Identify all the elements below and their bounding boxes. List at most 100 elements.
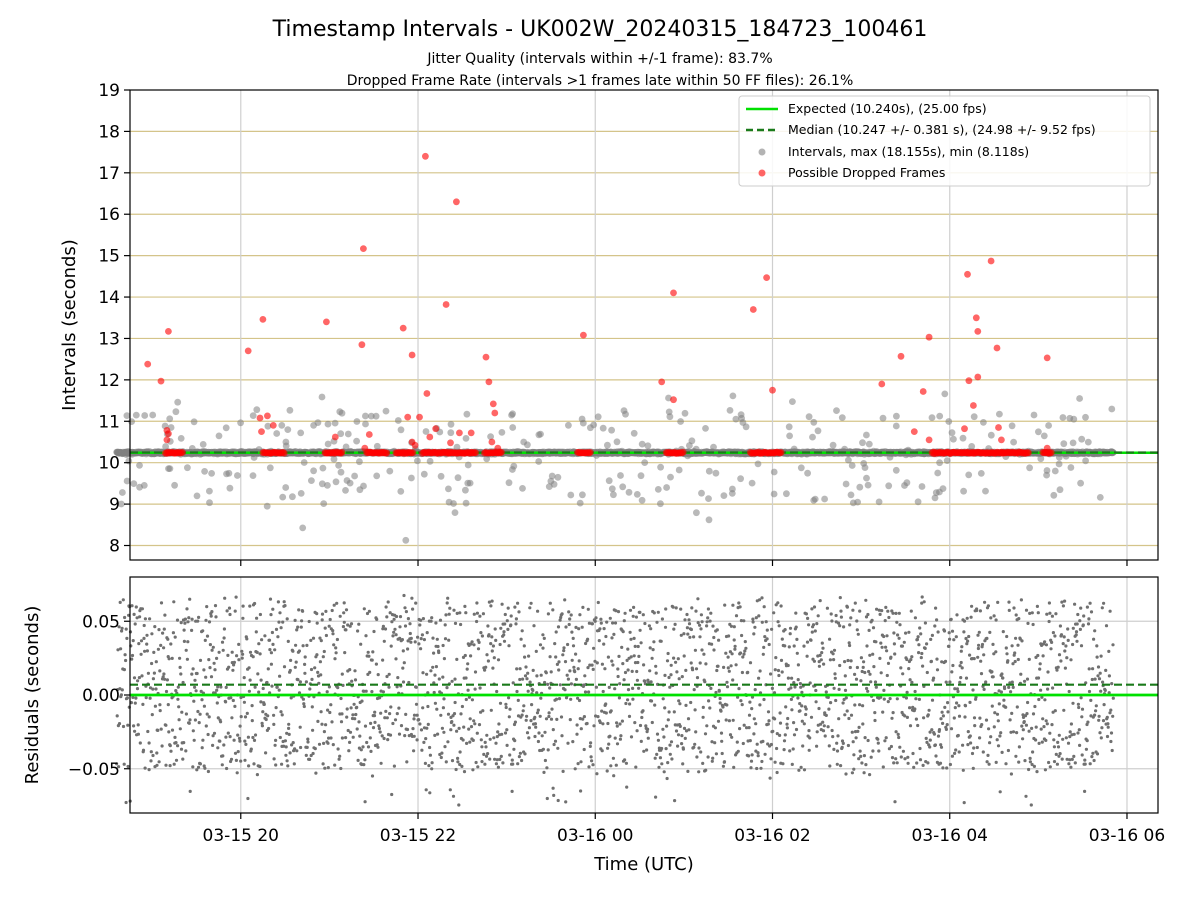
residual-point — [287, 726, 291, 731]
interval-point — [864, 481, 872, 489]
legend: Expected (10.240s), (25.00 fps) Median (… — [738, 95, 1151, 187]
residual-point — [156, 647, 160, 651]
residual-point — [279, 710, 283, 714]
residual-point — [566, 677, 571, 681]
residual-point — [634, 765, 638, 769]
residual-point — [252, 738, 257, 743]
interval-point — [810, 418, 818, 426]
residual-point — [483, 762, 487, 766]
residual-point — [177, 718, 181, 722]
interval-point — [865, 440, 873, 448]
residual-point — [646, 727, 650, 731]
residual-point — [533, 734, 537, 739]
residual-point — [287, 722, 291, 726]
residual-point — [595, 772, 599, 776]
interval-point — [356, 458, 363, 466]
residual-point — [421, 617, 425, 621]
interval-point — [324, 440, 332, 448]
residual-point — [180, 710, 184, 714]
interval-point — [373, 442, 381, 450]
residual-point — [540, 734, 544, 738]
residual-point — [588, 744, 592, 749]
residual-point — [574, 677, 579, 682]
residual-point — [235, 771, 239, 775]
residual-point — [684, 668, 688, 673]
residual-point — [309, 667, 314, 672]
residual-point — [564, 800, 568, 804]
residual-point — [149, 750, 153, 754]
residual-point — [286, 639, 290, 644]
residual-point — [582, 715, 587, 719]
residual-point — [404, 610, 408, 614]
residual-point — [179, 747, 184, 751]
residual-point — [674, 729, 679, 733]
residual-point — [535, 711, 540, 715]
residual-point — [551, 608, 555, 612]
residual-point — [130, 604, 134, 608]
residual-point — [506, 627, 510, 632]
residual-point — [516, 762, 520, 766]
residual-point — [731, 678, 735, 682]
residual-point — [505, 743, 509, 748]
interval-point — [249, 472, 257, 479]
residual-point — [719, 709, 723, 713]
residual-point — [581, 605, 585, 610]
residual-point — [224, 735, 228, 739]
residual-point — [655, 732, 660, 736]
residual-point — [277, 620, 281, 624]
residual-point — [366, 650, 370, 654]
residual-point — [571, 644, 576, 648]
residual-point — [683, 618, 687, 622]
interval-point — [892, 422, 900, 430]
interval-point — [567, 491, 575, 499]
residual-point — [150, 632, 154, 636]
interval-point — [578, 415, 586, 423]
residual-point — [125, 636, 129, 641]
residual-point — [269, 651, 273, 655]
residual-point — [285, 759, 289, 763]
interval-point — [193, 492, 201, 500]
residual-point — [191, 667, 195, 671]
residual-point — [635, 669, 639, 674]
interval-point — [206, 487, 213, 495]
residual-point — [548, 686, 552, 690]
residual-point — [408, 631, 412, 636]
residual-point — [631, 697, 635, 701]
residual-point — [491, 666, 495, 670]
residual-point — [607, 742, 611, 746]
residual-point — [395, 712, 399, 716]
interval-point — [579, 491, 586, 499]
residual-point — [361, 745, 365, 749]
interval-point — [278, 422, 286, 429]
dropped-frame-point — [580, 331, 587, 339]
residual-point — [433, 733, 437, 738]
residual-point — [174, 741, 178, 745]
residual-point — [188, 597, 192, 601]
residual-point — [687, 622, 692, 626]
residual-point — [431, 665, 435, 669]
residual-point — [436, 644, 440, 649]
residual-point — [486, 659, 490, 663]
residual-point — [606, 746, 610, 750]
interval-point — [483, 455, 491, 463]
interval-point — [814, 427, 822, 435]
residual-point — [363, 758, 367, 762]
interval-point — [833, 407, 840, 414]
residual-point — [689, 700, 693, 705]
interval-point — [654, 486, 662, 493]
residual-point — [435, 637, 439, 641]
interval-point — [450, 500, 457, 507]
residual-point — [635, 729, 639, 733]
residual-point — [246, 735, 250, 739]
residual-point — [529, 719, 533, 723]
residual-point — [585, 721, 589, 726]
residual-point — [441, 706, 445, 710]
residual-point — [709, 686, 713, 691]
residual-point — [182, 741, 186, 745]
residual-point — [600, 749, 604, 753]
residual-point — [272, 757, 276, 761]
residual-point — [729, 664, 733, 668]
residual-point — [718, 696, 722, 701]
residual-point — [163, 677, 167, 681]
residual-point — [438, 618, 443, 622]
